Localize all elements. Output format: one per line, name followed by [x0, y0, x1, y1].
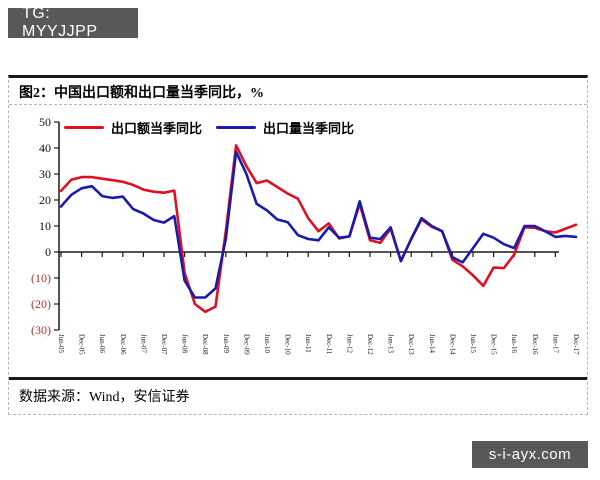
svg-text:Jun-14: Jun-14 [428, 334, 436, 354]
svg-text:Jun-16: Jun-16 [510, 334, 518, 354]
svg-text:Dec-09: Dec-09 [242, 334, 250, 355]
svg-text:Dec-16: Dec-16 [531, 334, 539, 355]
svg-text:Jun-08: Jun-08 [181, 334, 189, 354]
red-line-swatch-icon [64, 126, 104, 129]
source-note: 数据来源：Wind，安信证券 [9, 377, 587, 414]
legend-label-export-volume: 出口量当季同比 [263, 121, 355, 136]
header-badge: TG: MYYJJPP [8, 5, 138, 40]
chart-area: 50 40 30 20 10 0 (10) (20) (30) Jun-05 Dec-05 Jun-0… [9, 105, 587, 377]
svg-text:0: 0 [45, 245, 51, 259]
svg-text:Jun-05: Jun-05 [57, 334, 65, 354]
svg-text:Jun-09: Jun-09 [222, 334, 230, 354]
svg-text:Jun-06: Jun-06 [98, 334, 106, 354]
svg-text:(20): (20) [31, 297, 51, 311]
svg-text:Dec-10: Dec-10 [284, 334, 292, 355]
svg-text:Dec-05: Dec-05 [78, 334, 86, 355]
svg-text:Dec-07: Dec-07 [160, 334, 168, 355]
svg-text:Jun-10: Jun-10 [263, 334, 271, 354]
header-badge-label: TG: MYYJJPP [22, 5, 98, 40]
svg-text:10: 10 [39, 219, 51, 233]
legend-item-export-value: 出口额当季同比 [64, 118, 202, 137]
svg-text:50: 50 [39, 115, 51, 129]
svg-text:Dec-14: Dec-14 [448, 334, 456, 355]
svg-text:(30): (30) [31, 323, 51, 337]
svg-text:40: 40 [39, 141, 51, 155]
figure-title: 图2：中国出口额和出口量当季同比，% [9, 78, 587, 105]
figure-panel: 图2：中国出口额和出口量当季同比，% 50 40 30 20 10 0 (10) (20) (3… [8, 75, 588, 415]
svg-text:Dec-11: Dec-11 [325, 334, 333, 355]
svg-text:Dec-08: Dec-08 [201, 334, 209, 355]
legend-item-export-volume: 出口量当季同比 [216, 118, 354, 137]
svg-text:Dec-13: Dec-13 [407, 334, 415, 355]
svg-text:30: 30 [39, 167, 51, 181]
svg-text:Jun-12: Jun-12 [345, 334, 353, 354]
svg-text:(10): (10) [31, 271, 51, 285]
blue-line-swatch-icon [216, 126, 257, 129]
svg-text:Dec-06: Dec-06 [119, 334, 127, 355]
svg-text:Dec-12: Dec-12 [366, 334, 374, 355]
svg-text:Jun-13: Jun-13 [387, 334, 395, 354]
chart-canvas: 50 40 30 20 10 0 (10) (20) (30) Jun-05 Dec-05 Jun-0… [31, 115, 580, 355]
watermark-badge: s-i-ayx.com [472, 441, 588, 468]
svg-text:20: 20 [39, 193, 51, 207]
chart-legend: 出口额当季同比 出口量当季同比 [64, 118, 354, 137]
watermark-badge-label: s-i-ayx.com [488, 446, 572, 463]
svg-text:Dec-15: Dec-15 [490, 334, 498, 355]
legend-label-export-value: 出口额当季同比 [111, 121, 203, 136]
svg-text:Jun-07: Jun-07 [139, 334, 147, 354]
svg-text:Dec-17: Dec-17 [572, 334, 580, 355]
svg-text:Jun-11: Jun-11 [304, 334, 312, 353]
svg-text:Jun-15: Jun-15 [469, 334, 477, 354]
svg-text:Jun-17: Jun-17 [551, 334, 559, 354]
